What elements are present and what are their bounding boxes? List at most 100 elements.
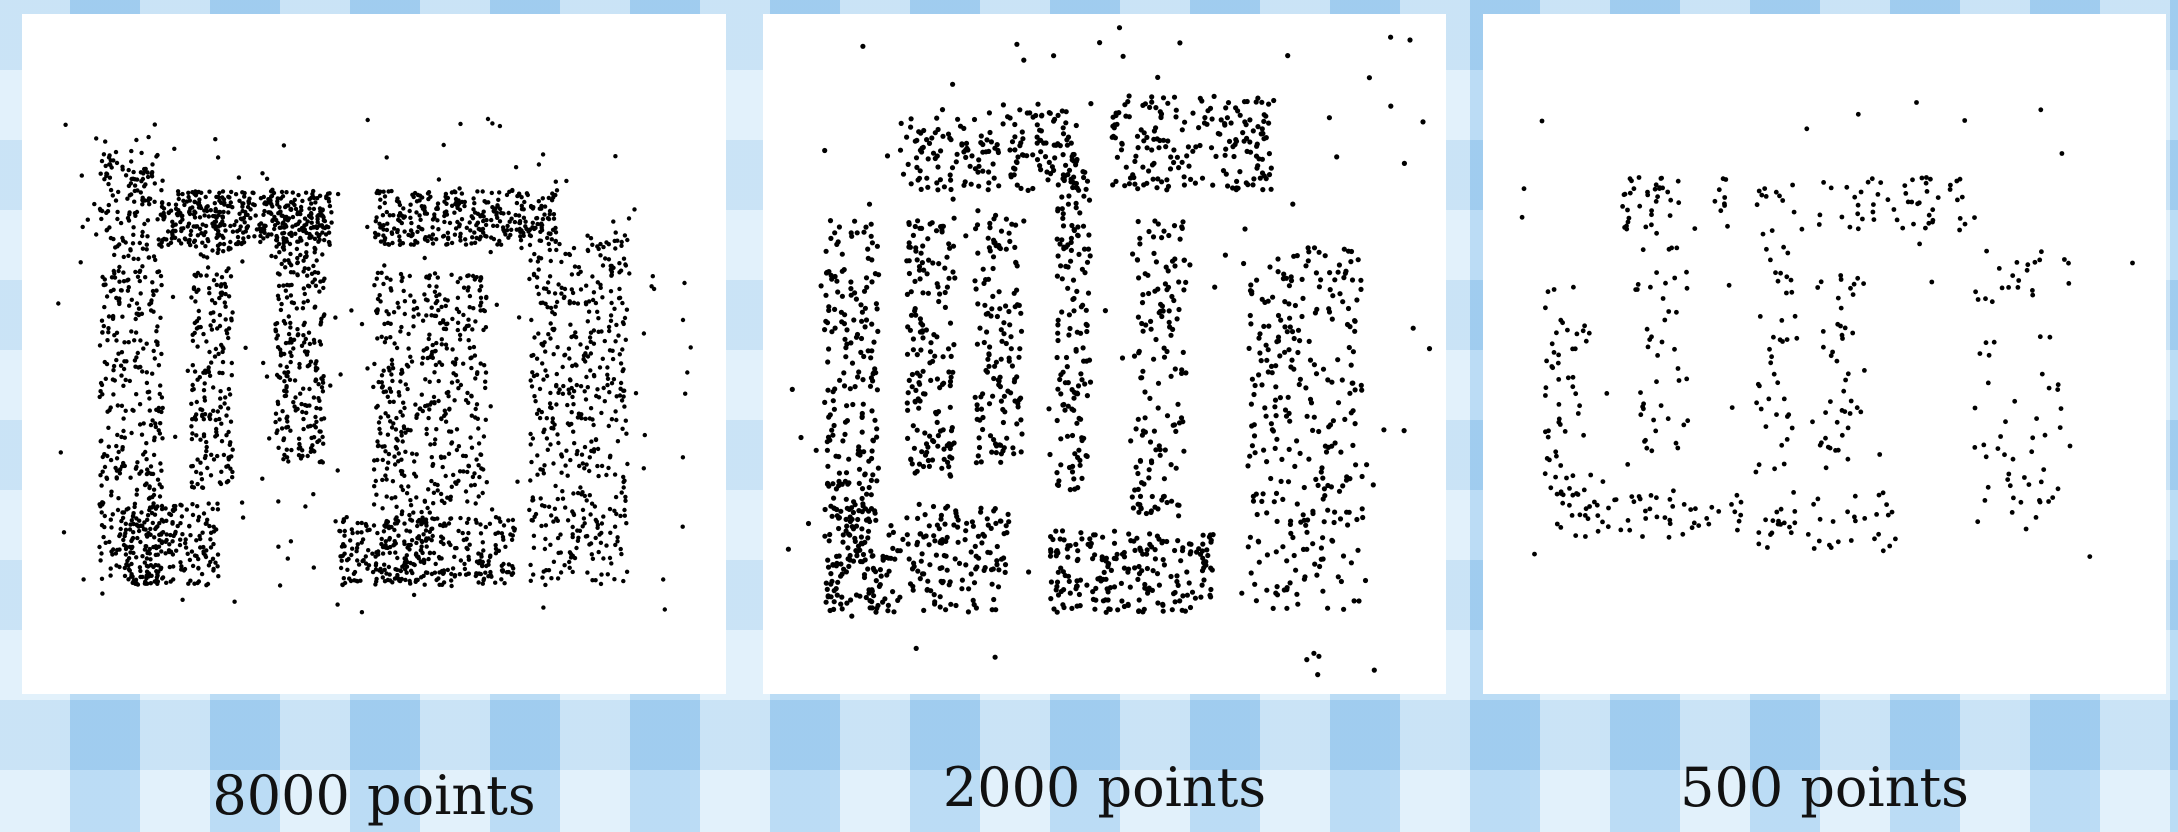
- scatter-point: [258, 239, 263, 245]
- scatter-point: [486, 559, 491, 564]
- scatter-point: [481, 214, 486, 219]
- scatter-point: [1273, 549, 1279, 555]
- scatter-point: [828, 571, 834, 577]
- scatter-point: [542, 340, 547, 345]
- scatter-point: [416, 534, 422, 539]
- scatter-point: [1075, 485, 1081, 491]
- scatter-point: [921, 267, 927, 273]
- scatter-point: [188, 578, 193, 583]
- scatter-point: [406, 331, 411, 337]
- scatter-point: [250, 202, 256, 207]
- scatter-point: [1261, 112, 1267, 118]
- scatter-point: [317, 289, 322, 294]
- scatter-point: [489, 190, 494, 196]
- scatter-point: [430, 217, 436, 222]
- scatter-point: [378, 239, 384, 244]
- scatter-point: [403, 382, 408, 387]
- scatter-point: [1147, 104, 1153, 110]
- scatter-point: [849, 360, 856, 366]
- scatter-point: [122, 340, 127, 345]
- scatter-point: [199, 477, 205, 482]
- scatter-point: [1051, 142, 1057, 148]
- scatter-point: [847, 518, 853, 525]
- scatter-point: [1079, 437, 1085, 444]
- scatter-point: [144, 441, 149, 446]
- scatter-point: [253, 213, 258, 218]
- scatter-point: [1350, 442, 1356, 448]
- scatter-point: [868, 233, 874, 239]
- scatter-point: [1084, 178, 1091, 184]
- scatter-point: [1003, 216, 1009, 222]
- scatter-point: [904, 532, 910, 538]
- scatter-point: [392, 576, 398, 581]
- scatter-point: [992, 240, 998, 246]
- scatter-point: [377, 205, 382, 210]
- scatter-point: [381, 227, 386, 232]
- scatter-point: [934, 153, 940, 159]
- scatter-point: [375, 270, 381, 276]
- scatter-point: [935, 433, 941, 439]
- scatter-point: [261, 236, 266, 241]
- scatter-point: [988, 525, 994, 531]
- scatter-point: [937, 291, 943, 297]
- scatter-point: [309, 271, 315, 276]
- scatter-point: [842, 431, 848, 437]
- scatter-point: [997, 306, 1003, 312]
- scatter-point: [512, 219, 518, 225]
- scatter-point: [417, 406, 422, 412]
- scatter-point: [204, 339, 209, 344]
- scatter-point: [537, 386, 543, 392]
- scatter-point: [601, 244, 606, 250]
- scatter-point: [308, 225, 314, 231]
- scatter-point: [309, 220, 314, 225]
- scatter-point: [479, 300, 484, 305]
- scatter-point: [570, 363, 575, 369]
- scatter-point: [159, 244, 164, 249]
- scatter-point: [598, 581, 604, 587]
- scatter-point: [115, 547, 120, 553]
- scatter-point: [242, 194, 247, 199]
- scatter-point: [832, 273, 838, 280]
- scatter-point: [399, 278, 404, 284]
- scatter-point: [189, 549, 195, 554]
- scatter-point: [1011, 451, 1017, 457]
- scatter-point: [922, 430, 928, 436]
- scatter-point: [1054, 417, 1060, 424]
- scatter-point: [1270, 605, 1276, 612]
- scatter-point: [158, 421, 163, 426]
- scatter-point: [472, 240, 478, 245]
- scatter-point: [1000, 121, 1006, 127]
- scatter-point: [622, 233, 628, 238]
- scatter-point: [544, 373, 550, 379]
- scatter-point: [478, 234, 483, 239]
- scatter-point: [1065, 172, 1071, 178]
- scatter-point: [850, 509, 856, 516]
- scatter-point: [859, 309, 865, 315]
- scatter-point: [605, 372, 610, 377]
- scatter-point: [860, 377, 866, 383]
- scatter-point: [194, 289, 199, 294]
- scatter-point: [373, 563, 379, 568]
- scatter-point: [585, 319, 590, 324]
- scatter-point: [584, 374, 589, 380]
- scatter-point: [443, 419, 449, 424]
- scatter-point: [387, 213, 392, 218]
- scatter-point: [399, 484, 404, 489]
- scatter-point: [288, 270, 294, 275]
- scatter-point: [124, 359, 129, 364]
- scatter-point: [1055, 322, 1061, 328]
- scatter-point: [558, 570, 564, 575]
- scatter-point: [233, 192, 239, 197]
- scatter-point: [1347, 390, 1353, 396]
- scatter-point: [829, 329, 835, 335]
- scatter-point: [354, 545, 360, 551]
- scatter-point: [1131, 353, 1138, 359]
- scatter-point: [117, 300, 122, 305]
- scatter-point: [621, 256, 627, 261]
- scatter-point: [855, 447, 862, 453]
- scatter-point: [577, 528, 583, 533]
- scatter-point: [308, 449, 313, 454]
- scatter-point: [183, 540, 188, 546]
- scatter-point: [383, 524, 388, 529]
- scatter-point: [554, 384, 559, 389]
